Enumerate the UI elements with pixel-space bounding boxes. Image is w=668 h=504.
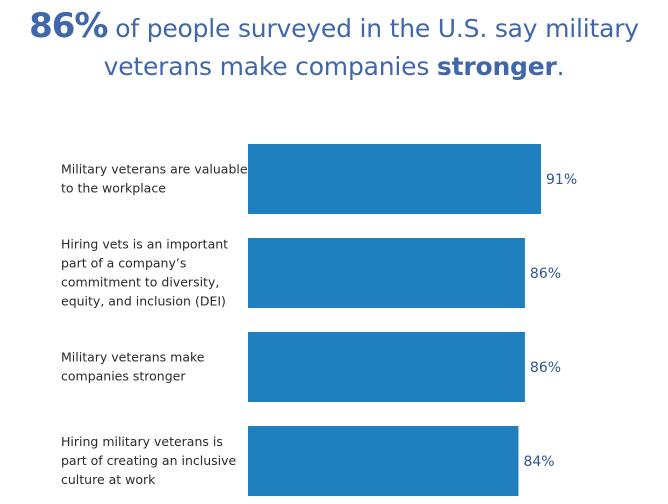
title-text-line2: veterans make companies: [103, 52, 430, 81]
category-label-line: commitment to diversity,: [61, 275, 219, 290]
value-label-3: 86%: [530, 360, 561, 376]
title-stat: 86%: [29, 6, 108, 46]
bar-1: [248, 144, 542, 214]
category-label-line: Military veterans are valuable: [61, 162, 248, 177]
category-label-line: Military veterans make: [61, 350, 205, 365]
category-label-2: Hiring vets is an important part of a com…: [61, 237, 228, 309]
title-text-line1: of people surveyed in the U.S. say milit…: [115, 14, 639, 43]
bar-2: [248, 238, 525, 308]
category-label-3: Military veterans make companies stronger: [61, 350, 205, 384]
category-label-line: culture at work: [61, 472, 156, 487]
category-label-line: to the workplace: [61, 181, 166, 196]
value-label-4: 84%: [523, 454, 554, 470]
category-label-line: Hiring vets is an important: [61, 237, 228, 252]
category-label-line: equity, and inclusion (DEI): [61, 294, 226, 309]
value-label-2: 86%: [530, 266, 561, 282]
category-label-line: companies stronger: [61, 369, 186, 384]
category-label-line: part of creating an inclusive: [61, 453, 237, 468]
title-emphasis: stronger: [436, 52, 557, 81]
title-line2: veterans make companies stronger.: [0, 49, 668, 85]
bar-4: [248, 426, 519, 496]
category-label-4: Hiring military veterans is part of creat…: [61, 434, 237, 487]
value-label-1: 91%: [546, 172, 577, 188]
title-period: .: [556, 52, 565, 81]
category-label-line: Hiring military veterans is: [61, 434, 223, 449]
chart-title: 86% of people surveyed in the U.S. say m…: [0, 6, 668, 85]
bar-3: [248, 332, 525, 402]
category-label-1: Military veterans are valuable to the wor…: [61, 162, 248, 196]
category-label-line: part of a company’s: [61, 256, 186, 271]
